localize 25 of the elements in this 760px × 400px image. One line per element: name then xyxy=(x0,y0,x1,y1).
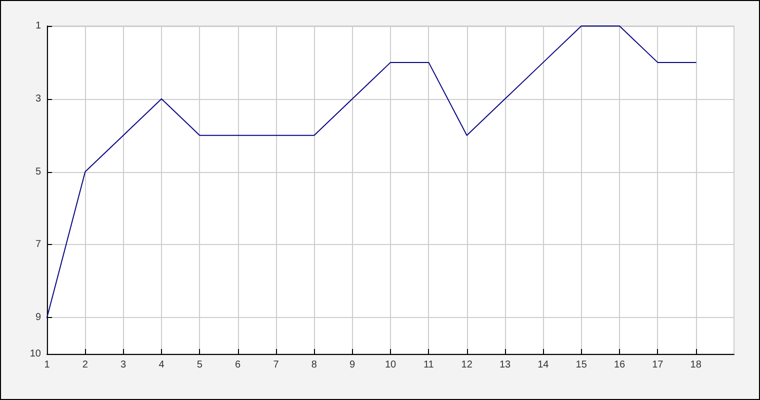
x-tick-label: 17 xyxy=(652,360,664,370)
x-tick-label: 16 xyxy=(614,360,626,370)
x-tick-label: 11 xyxy=(423,360,434,370)
y-tick-label: 9 xyxy=(35,312,42,324)
x-tick-label: 2 xyxy=(82,360,88,370)
y-tick-label: 1 xyxy=(35,20,42,32)
x-tick-label: 13 xyxy=(499,360,511,370)
x-tick-label: 8 xyxy=(311,360,318,370)
y-tick-label: 5 xyxy=(35,166,42,178)
x-tick-label: 4 xyxy=(158,360,165,370)
x-tick-label: 12 xyxy=(461,360,473,370)
x-tick-label: 3 xyxy=(120,360,127,370)
y-tick-label: 10 xyxy=(30,348,42,360)
y-tick-label: 3 xyxy=(35,93,42,104)
x-tick-label: 14 xyxy=(538,360,550,370)
x-tick-label: 5 xyxy=(196,360,203,370)
line-series xyxy=(46,26,696,318)
x-tick-label: 1 xyxy=(44,360,50,370)
y-tick-label: 7 xyxy=(35,239,42,250)
x-tick-label: 7 xyxy=(273,360,280,370)
x-tick-label: 6 xyxy=(235,360,242,370)
x-tick-label: 18 xyxy=(690,360,702,370)
x-tick-label: 15 xyxy=(576,360,588,370)
x-tick-label: 10 xyxy=(384,360,396,370)
x-tick-label: 9 xyxy=(350,360,356,370)
